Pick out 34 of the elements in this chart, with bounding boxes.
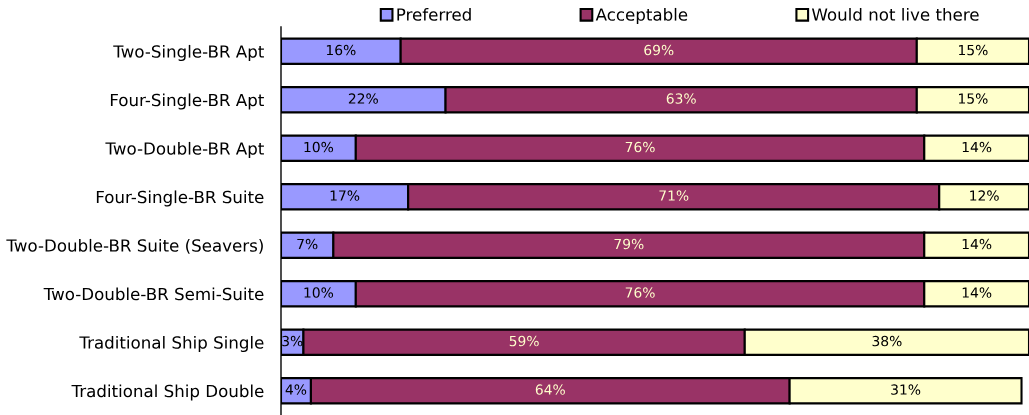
data-label: 69% [644, 44, 674, 56]
legend-label: Would not live there [811, 7, 979, 21]
data-label: 15% [958, 44, 988, 56]
data-label: 59% [509, 335, 539, 347]
data-label: 12% [970, 190, 999, 201]
data-label: 17% [330, 190, 360, 201]
y-tick-label: Two-Single-BR Apt [113, 44, 264, 62]
data-label: 76% [625, 141, 655, 153]
y-tick-label: Two-Double-BR Suite (Seavers) [6, 238, 263, 254]
data-label: 22% [348, 93, 378, 104]
data-label: 79% [614, 238, 644, 250]
data-label: 71% [659, 190, 689, 201]
data-label: 38% [872, 335, 902, 347]
data-label: 15% [958, 93, 988, 104]
y-tick-label: Four-Single-BR Apt [110, 93, 264, 110]
legend-label: Acceptable [595, 7, 688, 25]
data-label: 4% [285, 384, 307, 395]
data-label: 64% [535, 384, 565, 395]
data-label: 31% [891, 384, 921, 395]
data-label: 7% [297, 238, 318, 250]
y-tick-label: Two-Double-BR Semi-Suite [43, 287, 264, 301]
data-label: 10% [304, 141, 334, 153]
data-label: 14% [962, 287, 992, 298]
y-tick-label: Four-Single-BR Suite [96, 190, 264, 207]
data-label: 63% [666, 93, 696, 104]
y-tick-label: Traditional Ship Double [71, 384, 264, 401]
data-label: 14% [962, 238, 992, 250]
y-tick-label: Two-Double-BR Apt [105, 141, 264, 159]
data-label: 16% [326, 44, 356, 56]
data-label: 76% [625, 287, 655, 298]
y-tick-label: Traditional Ship Single [79, 335, 264, 353]
legend-label: Preferred [397, 7, 471, 21]
data-label: 10% [304, 287, 334, 298]
data-label: 14% [962, 141, 992, 153]
